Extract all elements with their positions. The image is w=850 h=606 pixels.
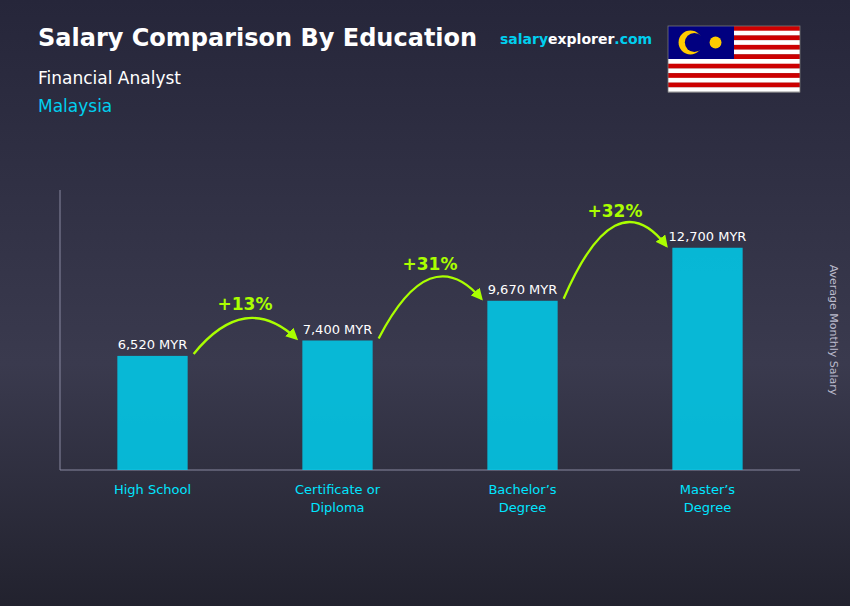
change-arrow	[194, 318, 297, 354]
background	[0, 0, 850, 606]
x-tick-label-line: Diploma	[310, 500, 364, 515]
flag-stripe	[668, 68, 800, 73]
flag-stripe	[668, 64, 800, 69]
flag-star	[710, 37, 722, 49]
subtitle: Financial Analyst	[38, 68, 181, 88]
brand-text: explorer	[548, 31, 614, 47]
title: Salary Comparison By Education	[38, 24, 477, 52]
flag-border	[668, 26, 800, 92]
bar	[672, 248, 742, 470]
flag-canton	[668, 26, 734, 59]
change-label: +32%	[588, 201, 643, 221]
x-tick-label: High School	[114, 482, 191, 497]
flag-stripe	[668, 59, 800, 64]
y-axis-label: Average Monthly Salary	[827, 265, 840, 396]
value-label: 6,520 MYR	[118, 337, 188, 352]
change-arrow	[379, 276, 482, 338]
x-tick-label-line: Degree	[684, 500, 731, 515]
brand-text: .com	[614, 31, 652, 47]
flag-stripe	[668, 78, 800, 83]
bar	[487, 301, 557, 470]
x-tick-label-line: High School	[114, 482, 191, 497]
value-label: 9,670 MYR	[488, 282, 558, 297]
x-tick-label: Certificate or Diploma	[295, 482, 381, 515]
change-label: +13%	[218, 294, 273, 314]
brand-text: salary	[500, 31, 548, 47]
x-tick-label: Master’s Degree	[680, 482, 736, 515]
x-tick-label-line: Master’s	[680, 482, 736, 497]
x-tick-label: Bachelor’s Degree	[488, 482, 556, 515]
bar	[117, 356, 187, 470]
x-tick-label-line: Certificate or	[295, 482, 381, 497]
x-tick-label-line: Bachelor’s	[488, 482, 556, 497]
change-arrow	[564, 222, 667, 299]
y-axis-line	[60, 190, 61, 470]
value-label: 12,700 MYR	[669, 229, 747, 244]
x-tick-label-line: Degree	[499, 500, 546, 515]
chart-svg: Salary Comparison By Education Financial …	[0, 0, 850, 606]
chart-container: Salary Comparison By Education Financial …	[0, 0, 850, 606]
flag-stripe	[668, 87, 800, 92]
value-label: 7,400 MYR	[303, 322, 373, 337]
flag	[668, 26, 800, 92]
change-label: +31%	[403, 254, 458, 274]
bars	[117, 248, 742, 470]
bar	[302, 341, 372, 471]
flag-crescent-cut	[685, 33, 704, 52]
flag-stripe	[668, 83, 800, 88]
flag-stripe	[668, 73, 800, 78]
country: Malaysia	[38, 96, 112, 116]
